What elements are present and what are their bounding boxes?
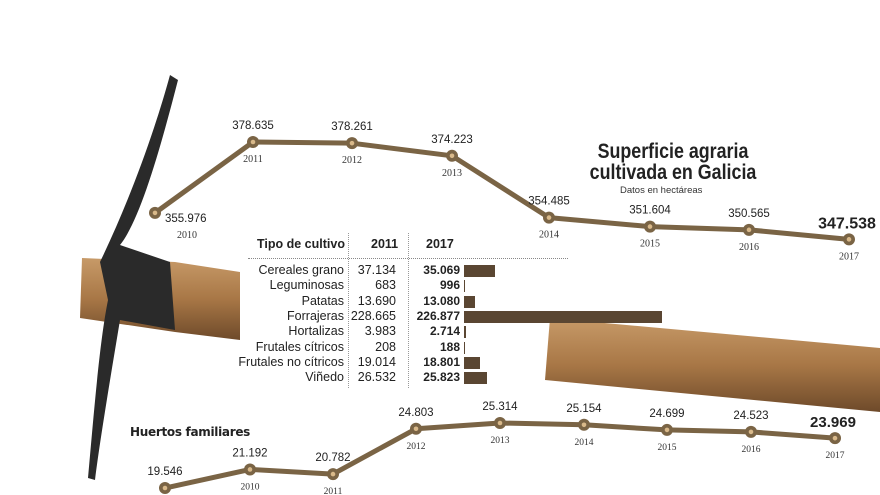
data-point-center <box>746 227 752 233</box>
value-2017: 226.877 <box>416 308 460 323</box>
year-label: 2014 <box>539 230 559 241</box>
crop-name: Leguminosas <box>269 278 344 293</box>
value-2017: 2.714 <box>429 324 460 339</box>
data-point-center <box>413 426 419 432</box>
value-2011: 19.014 <box>357 354 396 369</box>
data-point-center <box>349 140 355 146</box>
data-point-center <box>162 485 168 491</box>
crop-name: Viñedo <box>305 370 344 385</box>
crop-name: Cereales grano <box>258 263 344 277</box>
data-point-center <box>748 429 754 435</box>
bar-2017 <box>464 326 467 339</box>
bar-2017 <box>464 372 487 385</box>
year-label: 2014 <box>575 438 594 448</box>
year-label: 2012 <box>342 155 362 166</box>
header-2011: 2011 <box>371 237 399 251</box>
data-point-center <box>846 237 852 242</box>
data-point-center <box>497 420 503 426</box>
value-2017: 25.823 <box>423 370 460 385</box>
value-2011: 683 <box>375 278 396 293</box>
header-2017: 2017 <box>426 237 454 251</box>
data-point-center <box>330 471 336 477</box>
data-label: 25.314 <box>482 401 518 413</box>
data-point-center <box>647 224 653 229</box>
chart-subtitle: Datos en hectáreas <box>620 185 703 196</box>
value-2017: 996 <box>439 278 460 293</box>
value-2011: 13.690 <box>357 293 396 308</box>
year-label: 2016 <box>739 242 759 253</box>
data-point-center <box>664 427 670 433</box>
bar-2017 <box>464 341 465 354</box>
data-label: 378.635 <box>232 120 274 132</box>
main-line-chart: 355.976 2010 378.635 2011 378.261 2012 374.223… <box>149 120 876 262</box>
title-line-1: Superficie agraria <box>597 140 749 163</box>
title-line-2: cultivada en Galicia <box>589 161 757 184</box>
year-label: 2016 <box>742 445 761 455</box>
value-2011: 37.134 <box>357 263 396 277</box>
data-point-center <box>247 467 253 472</box>
bar-2017 <box>464 356 481 369</box>
data-label: 374.223 <box>431 134 473 146</box>
crop-name: Frutales cítricos <box>255 339 344 354</box>
year-label: 2013 <box>442 168 462 179</box>
data-label: 354.485 <box>528 196 570 208</box>
data-point-center <box>546 215 552 220</box>
data-label: 21.192 <box>232 447 267 459</box>
year-label: 2010 <box>177 230 197 241</box>
year-label: 2015 <box>640 239 660 250</box>
huertos-title: Huertos familiares <box>130 425 251 439</box>
data-label: 20.782 <box>315 452 350 464</box>
huertos-line-chart: 19.546 21.192 2010 20.782 2011 24.803 2012 25.3… <box>147 401 856 495</box>
data-label: 347.538 <box>818 215 876 232</box>
bar-2017 <box>464 265 495 277</box>
value-2011: 3.983 <box>364 324 396 339</box>
year-label: 2012 <box>407 442 426 452</box>
value-2011: 208 <box>375 339 396 354</box>
data-label: 24.699 <box>649 408 684 420</box>
data-label: 19.546 <box>147 466 182 478</box>
crop-name: Frutales no cítricos <box>238 354 344 369</box>
bar-2017 <box>464 310 662 323</box>
value-2017: 18.801 <box>423 354 460 369</box>
year-label: 2017 <box>826 451 845 461</box>
value-2011: 228.665 <box>350 308 396 323</box>
pickaxe-illustration <box>80 75 880 480</box>
pickaxe-handle-right <box>545 318 880 412</box>
column-divider <box>408 233 409 388</box>
data-label: 24.523 <box>733 410 768 422</box>
crop-name: Hortalizas <box>288 324 344 339</box>
value-2011: 26.532 <box>357 370 396 385</box>
data-point-center <box>581 422 587 428</box>
data-label: 350.565 <box>728 208 770 220</box>
data-point-center <box>250 139 256 145</box>
chart-title: Superficie agraria cultivada en Galicia <box>580 141 767 183</box>
year-label: 2011 <box>243 154 263 165</box>
year-label: 2017 <box>839 251 859 262</box>
year-label: 2013 <box>491 436 510 446</box>
bar-2017 <box>464 295 476 308</box>
year-label: 2010 <box>241 482 260 492</box>
series-line <box>153 139 850 242</box>
value-2017: 188 <box>439 339 460 354</box>
crop-name: Forrajeras <box>287 308 344 323</box>
year-label: 2015 <box>658 443 677 453</box>
data-point-center <box>832 435 838 441</box>
data-label: 355.976 <box>165 213 207 225</box>
data-label: 378.261 <box>331 121 373 133</box>
column-divider <box>348 233 349 388</box>
crop-name: Patatas <box>301 293 344 308</box>
data-label: 23.969 <box>810 414 856 431</box>
pickaxe-head <box>88 75 178 480</box>
data-point-center <box>152 210 158 216</box>
data-point-center <box>449 153 455 159</box>
data-label: 351.604 <box>629 205 671 217</box>
value-2017: 13.080 <box>423 293 460 308</box>
header-tipo: Tipo de cultivo <box>257 237 345 251</box>
bar-2017 <box>464 280 465 293</box>
data-label: 24.803 <box>398 407 433 419</box>
year-label: 2011 <box>324 487 343 495</box>
value-2017: 35.069 <box>423 263 460 277</box>
data-label: 25.154 <box>566 403 602 415</box>
